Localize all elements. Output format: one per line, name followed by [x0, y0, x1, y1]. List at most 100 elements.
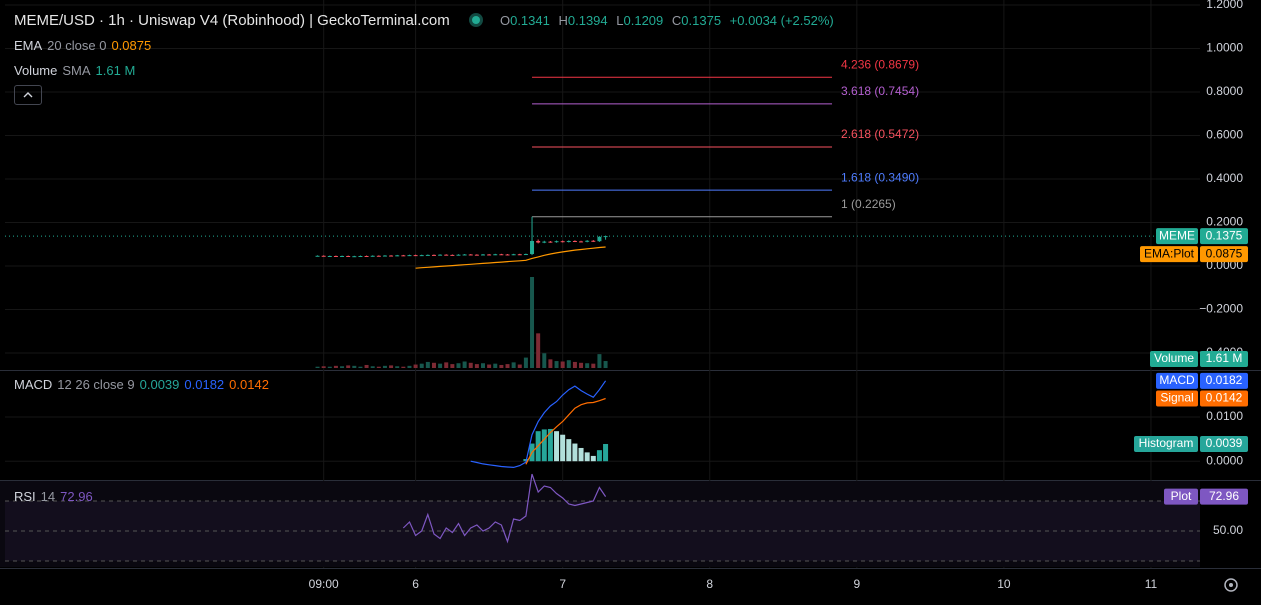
candle-body	[413, 255, 418, 257]
y-tick-label: 50.00	[1213, 523, 1243, 537]
axis-badge-name: Signal	[1160, 391, 1193, 405]
candle-body	[431, 254, 436, 256]
volume-bar	[523, 357, 528, 368]
volume-bar	[327, 366, 332, 368]
volume-bar	[431, 362, 436, 368]
y-tick-label: 1.0000	[1206, 41, 1243, 55]
legend-volume: Volume SMA 1.61 M	[14, 63, 140, 78]
axis-badge	[1200, 372, 1248, 389]
volume-bar	[511, 362, 516, 368]
axis-badge	[1164, 488, 1198, 505]
volume-bar	[468, 362, 473, 368]
candle-body	[523, 254, 528, 256]
candle-body	[566, 240, 571, 242]
indicator-params: 20 close 0	[47, 38, 107, 53]
volume-bar	[499, 364, 504, 368]
indicator-name: EMA	[14, 38, 43, 53]
volume-bar	[395, 366, 400, 368]
candle-body	[401, 255, 406, 257]
candle-body	[597, 236, 602, 242]
volume-bar	[321, 366, 326, 368]
ohlc-value: 0.1394	[567, 13, 608, 28]
indicator-params: 12 26 close 9	[57, 377, 135, 392]
volume-bar	[591, 363, 596, 368]
indicator-value: 1.61 M	[95, 63, 136, 78]
candle-body	[450, 254, 455, 256]
candle-body	[425, 254, 430, 256]
axis-badge-name: EMA:Plot	[1144, 246, 1195, 260]
y-tick-label: 0.0000	[1206, 453, 1243, 467]
volume-bar	[481, 363, 485, 368]
candle-body	[352, 256, 357, 258]
indicator-line	[402, 473, 607, 544]
axis-badge-name: Histogram	[1139, 436, 1194, 450]
volume-bar	[597, 354, 602, 368]
axis-badge	[1200, 246, 1248, 263]
axis-badge-name: Plot	[1171, 489, 1192, 503]
volume-bar	[438, 363, 443, 368]
status-dot	[472, 16, 481, 24]
candle-body	[438, 254, 443, 256]
axis-badge-name: Volume	[1154, 351, 1194, 365]
candle-body	[468, 254, 473, 256]
chart-title: MEME/USD · 1h · Uniswap V4 (Robinhood) |…	[14, 12, 450, 29]
ohlc-label: C	[671, 13, 682, 28]
axis-badge	[1140, 246, 1198, 263]
candle-body	[487, 254, 492, 256]
indicator-value: 0.0182	[184, 377, 225, 392]
histogram-bar	[566, 439, 572, 462]
ohlc-label: L	[616, 13, 624, 28]
histogram-bar	[541, 429, 547, 462]
volume-bar	[579, 362, 584, 368]
legend-rsi: RSI 14 72.96	[14, 489, 98, 504]
volume-bar	[346, 365, 351, 368]
axis-badge-value: 72.96	[1209, 489, 1239, 503]
candle-body	[321, 255, 326, 257]
volume-bar	[352, 365, 357, 368]
histogram-bar	[596, 450, 602, 462]
volume-bar	[585, 363, 590, 368]
ohlc-label: H	[558, 13, 568, 28]
indicator-params: 14	[40, 489, 56, 504]
histogram-bar	[560, 434, 566, 462]
axis-badge	[1200, 435, 1248, 452]
axis-badge-name: MEME	[1159, 228, 1195, 242]
x-tick-label: 09:00	[309, 577, 339, 591]
ohlc-label: O	[499, 13, 511, 28]
histogram-bar	[578, 447, 584, 462]
fib-label: 3.618 (0.7454)	[841, 84, 919, 98]
settings-button[interactable]	[1224, 578, 1238, 592]
axis-badge-value: 0.0875	[1206, 246, 1243, 260]
collapse-button[interactable]	[14, 85, 42, 105]
candle-body	[585, 240, 590, 242]
candle-body	[346, 255, 351, 257]
volume-bar	[450, 364, 455, 368]
candle-body	[444, 254, 449, 256]
candle-body	[370, 255, 375, 257]
axis-badge	[1156, 390, 1198, 407]
volume-bar	[493, 363, 498, 368]
volume-bar	[554, 361, 559, 368]
volume-bar	[542, 353, 547, 368]
x-tick-label: 9	[853, 577, 860, 591]
volume-bar	[603, 361, 608, 368]
volume-bar	[358, 366, 363, 368]
fib-label: 4.236 (0.8679)	[841, 57, 919, 71]
candle-body	[474, 254, 479, 256]
candle-body	[536, 240, 541, 243]
candle-body	[327, 255, 332, 257]
volume-bar	[401, 366, 406, 368]
volume-bar	[376, 366, 381, 368]
volume-bar	[340, 366, 345, 368]
candle-body	[333, 255, 338, 257]
axis-badge	[1200, 351, 1248, 367]
volume-bar	[474, 364, 479, 368]
x-tick-label: 7	[559, 577, 566, 591]
histogram-bar	[554, 431, 560, 462]
histogram-bar	[584, 452, 590, 462]
y-tick-label: 0.2000	[1206, 215, 1243, 229]
candle-body	[315, 255, 320, 257]
candle-body	[572, 240, 577, 242]
axis-badge-name: MACD	[1159, 373, 1195, 387]
